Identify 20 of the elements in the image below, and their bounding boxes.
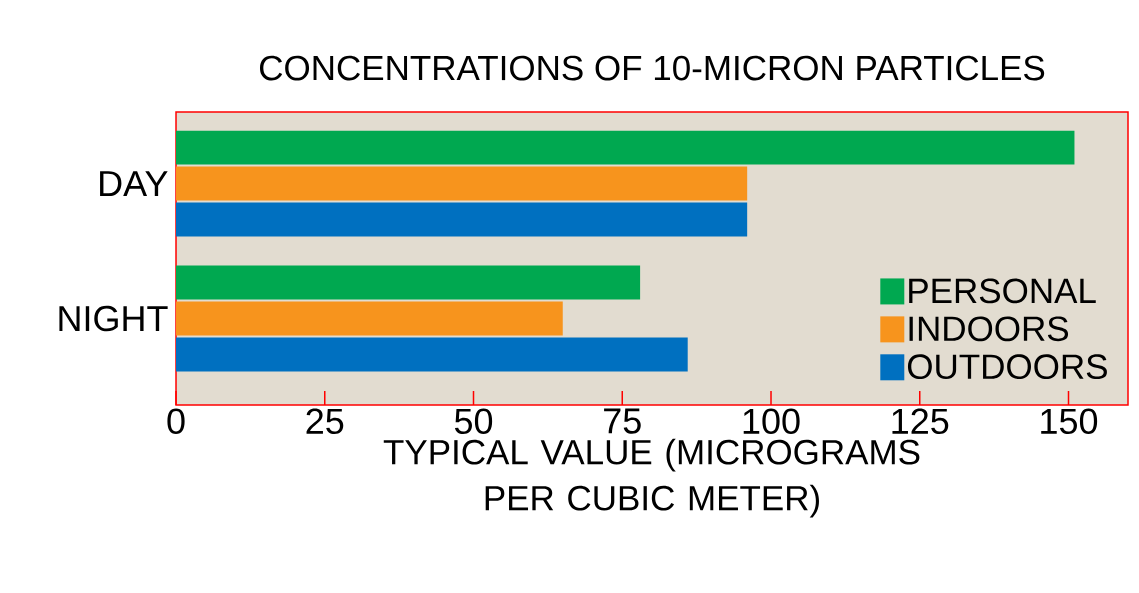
legend-label: OUTDOORS: [907, 354, 1107, 380]
y-tick-label: DAY: [100, 171, 168, 196]
x-tick-label: 125: [892, 408, 949, 434]
bar: [176, 337, 688, 372]
bar: [176, 202, 748, 237]
x-axis-title: TYPICAL VALUE (MICROGRAMS PER CUBIC METER): [383, 438, 920, 518]
x-tick-label: 0: [167, 408, 185, 434]
x-tick-label: 75: [604, 408, 641, 434]
chart-title: CONCENTRATIONS OF 10-MICRON PARTICLES: [259, 55, 1045, 81]
x-tick-label: 100: [743, 408, 800, 434]
legend-label: PERSONAL: [909, 278, 1096, 304]
bar: [176, 265, 641, 300]
y-tick-label: NIGHT: [59, 305, 168, 332]
legend-label: INDOORS: [909, 316, 1069, 342]
x-tick-label: 25: [306, 408, 344, 434]
x-tick-label: 50: [454, 408, 493, 434]
bar: [176, 301, 563, 336]
x-tick-label: 150: [1041, 408, 1098, 434]
bar: [176, 130, 1075, 165]
bar: [176, 166, 748, 201]
